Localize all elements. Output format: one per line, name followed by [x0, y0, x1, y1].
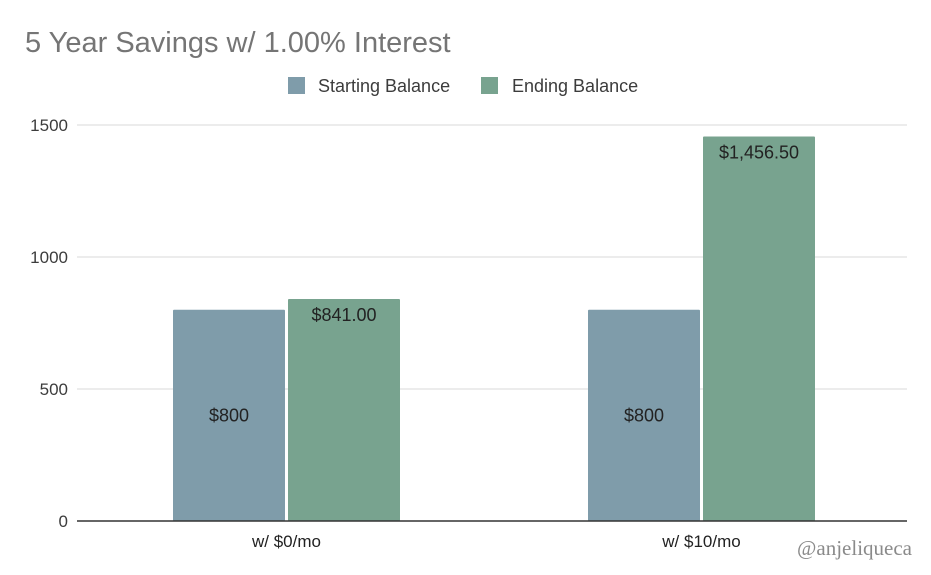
data-label: $1,456.50: [719, 142, 799, 162]
data-label: $841.00: [311, 305, 376, 325]
data-label: $800: [209, 405, 249, 425]
legend-swatch-starting: [288, 77, 305, 94]
bar-starting-1: [588, 309, 700, 521]
legend-label-ending: Ending Balance: [512, 76, 638, 96]
category-label: w/ $0/mo: [251, 532, 321, 551]
bars: [173, 136, 815, 521]
y-tick-label: 500: [40, 380, 68, 399]
y-tick-label: 0: [59, 512, 68, 531]
bar-labels: $800 $841.00 $800 $1,456.50: [209, 142, 799, 425]
x-axis-categories: w/ $0/mo w/ $10/mo: [251, 532, 741, 551]
legend-label-starting: Starting Balance: [318, 76, 450, 96]
bar-ending-0: [288, 298, 400, 521]
y-axis-ticks: 0 500 1000 1500: [30, 116, 68, 531]
data-label: $800: [624, 405, 664, 425]
y-tick-label: 1000: [30, 248, 68, 267]
legend-swatch-ending: [481, 77, 498, 94]
category-label: w/ $10/mo: [661, 532, 740, 551]
chart-title: 5 Year Savings w/ 1.00% Interest: [25, 27, 451, 59]
bar-ending-1: [703, 136, 815, 521]
legend: Starting Balance Ending Balance: [288, 76, 638, 96]
watermark: @anjeliqueca: [797, 536, 913, 560]
y-tick-label: 1500: [30, 116, 68, 135]
bar-starting-0: [173, 309, 285, 521]
